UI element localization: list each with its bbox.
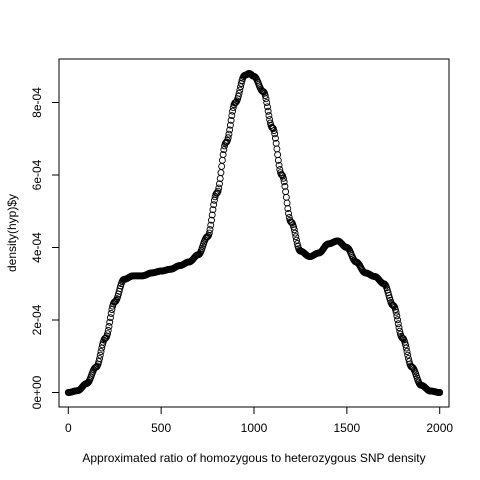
data-point: [293, 240, 301, 247]
y-axis-title: density(hyp)$y: [5, 194, 19, 272]
data-point: [291, 229, 299, 237]
data-point: [285, 210, 292, 217]
data-point: [101, 335, 109, 343]
data-point: [251, 73, 259, 81]
data-point: [391, 305, 399, 313]
data-point: [290, 226, 298, 234]
data-point: [205, 229, 213, 237]
data-point: [280, 178, 288, 186]
data-point: [214, 187, 222, 195]
data-point: [274, 156, 282, 164]
data-point: [104, 330, 111, 338]
x-tick-label: 0: [65, 421, 72, 435]
data-point: [228, 112, 236, 119]
data-point: [270, 127, 278, 134]
y-ticks: 0e+00 2e-04 4e-04 6e-04 8e-04: [30, 87, 59, 409]
data-points: [64, 70, 444, 396]
data-point: [264, 103, 271, 111]
data-point: [106, 314, 114, 322]
x-ticks: 0 500 1000 1500 2000: [65, 407, 453, 435]
data-point: [209, 206, 217, 214]
data-point: [207, 221, 215, 229]
data-point: [227, 116, 235, 124]
x-axis: 0 500 1000 1500 2000: [65, 406, 453, 435]
y-tick-label: 0e+00: [30, 375, 44, 409]
data-point: [402, 344, 410, 352]
data-point: [215, 184, 223, 192]
data-point: [390, 302, 398, 310]
data-point: [271, 130, 279, 138]
data-point: [219, 151, 227, 159]
y-tick-label: 4e-04: [30, 232, 44, 263]
data-point: [292, 233, 300, 241]
data-point: [399, 334, 407, 342]
data-point: [96, 355, 103, 362]
data-point: [97, 348, 105, 356]
data-point: [224, 134, 232, 142]
data-point: [204, 233, 212, 240]
data-point: [284, 205, 292, 213]
y-tick-label: 8e-04: [30, 87, 44, 118]
data-point: [224, 136, 231, 144]
data-point: [436, 389, 444, 396]
data-point: [404, 351, 412, 359]
data-point: [235, 89, 243, 97]
data-point: [107, 309, 115, 317]
data-point: [381, 280, 388, 288]
x-tick-label: 1000: [241, 421, 268, 435]
y-tick-label: 2e-04: [30, 304, 44, 335]
data-point: [265, 112, 273, 120]
data-point: [206, 226, 214, 234]
data-point: [261, 92, 269, 99]
data-point: [208, 211, 216, 219]
data-point: [392, 308, 400, 316]
data-point: [98, 341, 106, 349]
data-point: [105, 323, 113, 330]
data-point: [236, 86, 244, 94]
data-point: [225, 130, 233, 138]
data-point: [220, 146, 228, 154]
x-tick-label: 2000: [426, 421, 453, 435]
x-tick-label: 1500: [334, 421, 361, 435]
data-point: [403, 348, 411, 356]
data-point: [262, 95, 270, 103]
data-point: [394, 316, 402, 324]
data-point: [226, 121, 234, 129]
data-point: [399, 335, 407, 343]
data-point: [385, 291, 393, 299]
data-point: [106, 318, 114, 326]
data-point: [260, 88, 268, 96]
data-point: [229, 107, 237, 115]
data-point: [263, 99, 271, 106]
data-point: [210, 201, 218, 209]
data-point: [281, 182, 289, 190]
data-point: [279, 174, 287, 182]
data-point: [271, 134, 279, 142]
data-point: [208, 216, 215, 224]
data-point: [116, 285, 124, 293]
data-point: [96, 351, 104, 359]
data-point: [226, 126, 234, 134]
data-point: [394, 320, 402, 328]
data-point: [264, 107, 272, 115]
data-point: [104, 326, 112, 334]
data-point: [293, 236, 300, 244]
data-point: [275, 161, 283, 169]
data-point: [290, 223, 298, 231]
data-point: [395, 324, 403, 332]
data-point: [396, 327, 404, 335]
x-axis-title: Approximated ratio of homozygous to hete…: [82, 451, 425, 465]
x-tick-label: 500: [151, 421, 171, 435]
y-axis: 0e+00 2e-04 4e-04 6e-04 8e-04: [30, 87, 60, 409]
y-tick-label: 6e-04: [30, 159, 44, 190]
data-point: [393, 312, 401, 320]
data-point: [216, 180, 223, 188]
data-point: [278, 171, 286, 179]
data-point: [402, 341, 409, 349]
data-point: [232, 98, 240, 106]
data-point: [95, 358, 103, 366]
data-point: [234, 92, 242, 100]
